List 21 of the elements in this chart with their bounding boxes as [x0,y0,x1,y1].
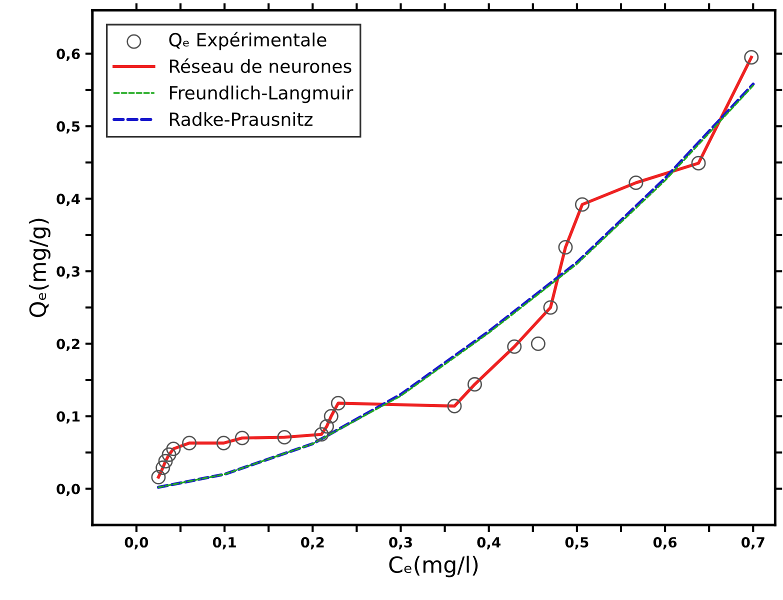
x-tick-label: 0,3 [389,537,412,550]
y-tick-label: 0,4 [56,194,80,206]
x-tick-label: 0,6 [653,537,677,550]
x-tick-label: 0,4 [477,537,501,550]
x-tick-label: 0,7 [742,537,764,550]
y-tick-label: 0,2 [56,338,80,351]
legend-label: Réseau de neurones [170,58,352,74]
y-tick-label: 0,0 [56,484,80,496]
x-tick-label: 0,5 [565,537,588,550]
x-tick-label: 0,0 [124,537,148,550]
legend-label: Qₑ Expérimentale [169,32,326,50]
y-tick-label: 0,3 [56,266,80,278]
y-axis-title: Qₑ(mg/g) [28,218,50,318]
legend-label: Radke-Prausnitz [170,112,312,126]
y-tick-label: 0,1 [56,411,80,424]
x-tick-label: 0,2 [301,537,324,550]
legend-label: Freundlich-Langmuir [170,86,354,104]
x-tick-label: 0,1 [212,537,236,550]
x-axis-title: Cₑ(mg/l) [389,556,478,578]
y-tick-label: 0,6 [56,48,80,61]
y-tick-label: 0,5 [56,121,80,134]
